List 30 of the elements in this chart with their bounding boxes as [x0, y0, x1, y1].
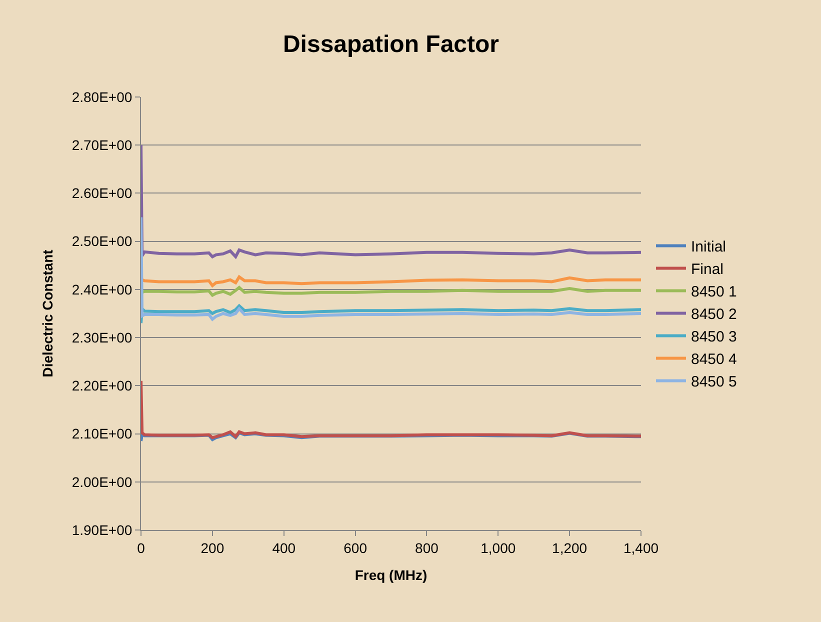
legend-label: 8450 2 [691, 306, 737, 324]
legend-label: 8450 1 [691, 284, 737, 301]
y-tick-label: 2.50E+00 [72, 233, 132, 250]
legend-label: 8450 5 [691, 374, 737, 391]
y-tick-label: 2.80E+00 [72, 88, 132, 105]
y-tick-label: 2.10E+00 [72, 426, 132, 442]
x-tick-label: 1,200 [552, 540, 588, 556]
legend-label: 8450 3 [691, 328, 737, 346]
y-axis-title: Dielectric Constant [39, 249, 56, 378]
line-series [141, 304, 641, 325]
x-tick-label: 1,400 [623, 540, 659, 556]
legend-label: 8450 4 [691, 351, 737, 368]
y-tick-label: 2.70E+00 [72, 137, 132, 154]
x-tick-label: 800 [415, 540, 439, 556]
y-tick-label: 2.20E+00 [72, 378, 132, 394]
x-tick-label: 600 [344, 540, 368, 556]
y-tick-label: 1.90E+00 [72, 522, 132, 538]
y-tick-label: 2.60E+00 [72, 185, 132, 202]
x-tick-label: 400 [272, 540, 296, 556]
chart-title: Dissapation Factor [282, 30, 500, 58]
x-tick-label: 0 [137, 540, 146, 556]
x-tick-label: 1,000 [480, 540, 516, 556]
x-axis-title: Freq (MHz) [354, 567, 428, 584]
line-series [141, 275, 641, 288]
y-tick-label: 2.00E+00 [72, 474, 132, 490]
x-tick-label: 200 [200, 540, 224, 556]
legend-label: Final [691, 261, 724, 278]
y-tick-label: 2.40E+00 [72, 281, 132, 298]
y-tick-label: 2.30E+00 [72, 329, 132, 346]
legend-label: Initial [691, 238, 726, 256]
